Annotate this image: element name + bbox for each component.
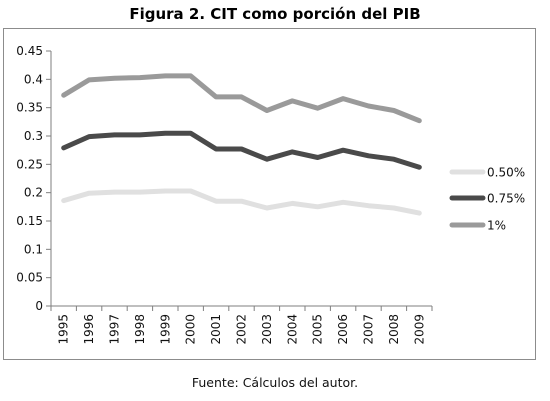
series-lines	[61, 73, 422, 216]
series-line-1	[61, 73, 422, 124]
x-axis-ticks: 1995 1996 1997 1998 1999 2000 2001 2002 2003 2004…	[50, 306, 433, 345]
x-tick-label: 2000	[184, 314, 198, 345]
y-tick-label: 0.15	[16, 214, 43, 228]
chart-axes	[50, 51, 432, 307]
y-tick-label: 0.3	[24, 129, 43, 143]
y-tick-label: 0.1	[24, 242, 43, 256]
x-tick-label: 2009	[412, 314, 426, 345]
y-axis-ticks: 0 0.05 0.1 0.15 0.2 0.25 0.3 0.35 0.4 0.45	[16, 44, 51, 313]
x-tick-label: 1997	[108, 314, 122, 345]
legend: 0.50% 0.75% 1%	[449, 166, 525, 233]
y-tick-label: 0.35	[16, 101, 43, 115]
y-tick-label: 0.2	[24, 186, 43, 200]
x-tick-label: 2002	[235, 314, 249, 345]
y-tick-label: 0.4	[24, 72, 43, 86]
x-tick-label: 1995	[57, 314, 71, 345]
legend-label: 0.75%	[487, 192, 525, 206]
legend-label: 0.50%	[487, 166, 525, 180]
y-tick-label: 0.25	[16, 157, 43, 171]
x-tick-label: 2003	[260, 314, 274, 345]
x-tick-label: 1996	[82, 314, 96, 345]
x-tick-label: 2005	[311, 314, 325, 345]
x-tick-label: 2006	[336, 314, 350, 345]
y-tick-label: 0	[35, 299, 43, 313]
source-note: Fuente: Cálculos del autor.	[191, 375, 359, 390]
x-tick-label: 2007	[362, 314, 376, 345]
x-tick-label: 1998	[133, 314, 147, 345]
figure-title: Figura 2. CIT como porción del PIB	[129, 5, 421, 23]
y-tick-label: 0.45	[16, 44, 43, 58]
series-line-050	[61, 188, 422, 216]
x-tick-label: 2004	[285, 314, 299, 345]
x-tick-label: 1999	[158, 314, 172, 345]
series-line-075	[61, 130, 422, 170]
legend-label: 1%	[487, 219, 506, 233]
x-tick-label: 2008	[387, 314, 401, 345]
y-tick-label: 0.05	[16, 271, 43, 285]
chart-frame	[3, 28, 536, 360]
x-tick-label: 2001	[209, 314, 223, 345]
